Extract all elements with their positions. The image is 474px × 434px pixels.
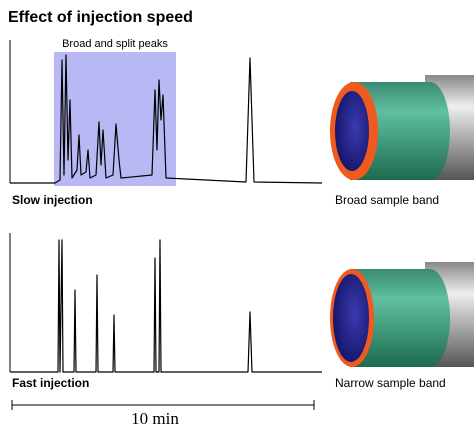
- scale-label: 10 min: [131, 409, 179, 428]
- tube: [330, 75, 474, 180]
- band-label: Narrow sample band: [335, 376, 446, 390]
- band-label: Broad sample band: [335, 193, 439, 207]
- trace-label: Slow injection: [12, 193, 93, 207]
- trace: [10, 239, 322, 373]
- trace: [10, 54, 323, 184]
- scale-bar: [11, 400, 315, 410]
- title: Effect of injection speed: [8, 9, 193, 26]
- trace-label: Fast injection: [12, 376, 89, 390]
- tube: [330, 262, 474, 367]
- annotation: Broad and split peaks: [62, 38, 168, 50]
